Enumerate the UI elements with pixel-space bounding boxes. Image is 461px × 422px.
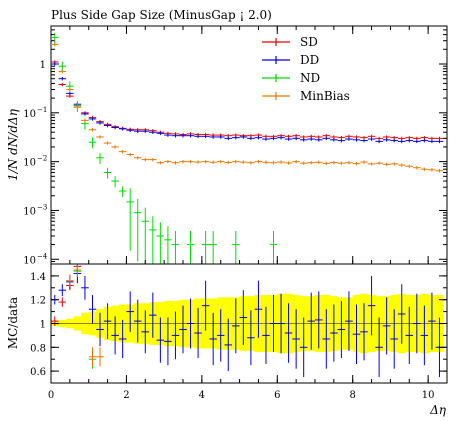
legend-entry-label: DD [300,53,319,67]
main-y-ticks: 110−110−210−310−4 [23,25,447,266]
main-y-tick-label: 10 [23,158,36,169]
x-tick-label: 10 [422,390,435,401]
legend-entry-label: ND [300,71,320,85]
legend-entry-label: SD [300,35,318,49]
main-y-tick-exponent: −2 [37,155,47,163]
ratio-series [51,264,444,378]
x-ticks: 0 2 4 6 8 10 [48,26,448,401]
legend-entry-label: MinBias [300,89,350,103]
series-minbias [51,42,444,173]
ratio-y-axis-label: MC/data [6,297,20,349]
ratio-y-tick-label: 0.8 [30,343,46,354]
x-tick-label: 6 [274,390,280,401]
x-tick-label: 0 [48,390,54,401]
main-y-tick-label: 1 [40,60,46,71]
main-y-tick-exponent: −1 [37,106,47,114]
main-y-tick-label: 10 [23,255,36,266]
main-y-tick-label: 10 [23,206,36,217]
ratio-y-tick-label: 1 [40,320,46,331]
x-tick-label: 2 [123,390,129,401]
chart-title: Plus Side Gap Size (MinusGap ¡ 2.0) [51,8,272,22]
x-axis-label: Δη [429,403,447,417]
main-y-tick-exponent: −3 [37,203,47,211]
ratio-y-tick-label: 1.2 [30,296,46,307]
main-series [51,32,444,264]
x-tick-label: 4 [199,390,205,401]
main-panel: 110−110−210−310−4 1/N dN/dΔη SDDDNDMinBi… [6,25,448,266]
main-y-axis-label: 1/N dN/dΔη [6,108,20,181]
ratio-y-tick-label: 0.6 [30,367,46,378]
ratio-y-ticks: 0.6 0.8 1 1.2 1.4 [30,263,447,384]
ratio-panel: 0.6 0.8 1 1.2 1.4 0 2 4 6 8 10 MC/data Δη [6,26,448,417]
series-dd [51,62,444,144]
ratio-y-tick-label: 1.4 [30,272,46,283]
x-tick-label: 8 [350,390,356,401]
main-y-tick-label: 10 [23,109,36,120]
series-nd [51,32,278,264]
main-panel-frame [50,25,448,265]
series-sd [51,60,444,141]
legend: SD DD ND MinBias [262,35,350,103]
main-y-tick-exponent: −4 [37,252,48,260]
ratio-series-minbias [66,264,104,367]
